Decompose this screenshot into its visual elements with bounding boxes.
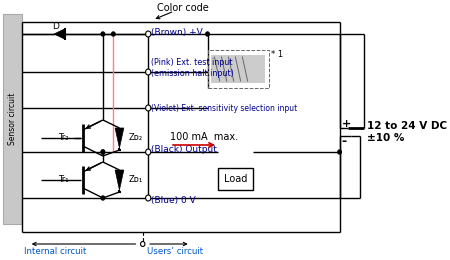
Text: * 1: * 1 bbox=[271, 49, 284, 58]
Text: 100 mA  max.: 100 mA max. bbox=[170, 132, 238, 142]
Circle shape bbox=[206, 32, 209, 36]
Text: Load: Load bbox=[224, 174, 247, 184]
Text: (Black) Output: (Black) Output bbox=[151, 145, 217, 153]
Text: Zᴅ₁: Zᴅ₁ bbox=[129, 176, 143, 185]
FancyBboxPatch shape bbox=[218, 168, 253, 190]
Circle shape bbox=[101, 32, 105, 36]
Text: (Pink) Ext. test input
(emission halt input): (Pink) Ext. test input (emission halt in… bbox=[151, 58, 234, 78]
Circle shape bbox=[101, 150, 105, 154]
Polygon shape bbox=[115, 170, 124, 190]
Text: D: D bbox=[52, 22, 59, 30]
Text: Zᴅ₂: Zᴅ₂ bbox=[129, 133, 143, 142]
FancyBboxPatch shape bbox=[3, 14, 22, 224]
Circle shape bbox=[101, 196, 105, 200]
Text: Tr₁: Tr₁ bbox=[58, 176, 69, 185]
Text: Color code: Color code bbox=[157, 3, 209, 13]
Text: Sensor circuit: Sensor circuit bbox=[8, 93, 17, 145]
Text: Users’ circuit: Users’ circuit bbox=[147, 248, 203, 257]
Polygon shape bbox=[115, 128, 124, 148]
Circle shape bbox=[146, 195, 151, 201]
Text: (Violet) Ext. sensitivity selection input: (Violet) Ext. sensitivity selection inpu… bbox=[151, 103, 297, 113]
Circle shape bbox=[140, 242, 145, 246]
Text: +: + bbox=[342, 119, 351, 129]
Circle shape bbox=[112, 32, 115, 36]
Text: 12 to 24 V DC
±10 %: 12 to 24 V DC ±10 % bbox=[367, 121, 447, 143]
Text: -: - bbox=[342, 135, 347, 148]
Polygon shape bbox=[54, 29, 64, 39]
Circle shape bbox=[101, 150, 105, 154]
Circle shape bbox=[146, 105, 151, 111]
Circle shape bbox=[146, 69, 151, 75]
Text: Internal circuit: Internal circuit bbox=[23, 248, 86, 257]
Circle shape bbox=[146, 31, 151, 37]
Text: Tr₂: Tr₂ bbox=[58, 133, 69, 142]
Text: (Brown) +V: (Brown) +V bbox=[151, 28, 202, 36]
Text: (Blue) 0 V: (Blue) 0 V bbox=[151, 196, 196, 205]
FancyBboxPatch shape bbox=[211, 55, 265, 83]
Circle shape bbox=[338, 150, 342, 154]
Circle shape bbox=[146, 149, 151, 155]
